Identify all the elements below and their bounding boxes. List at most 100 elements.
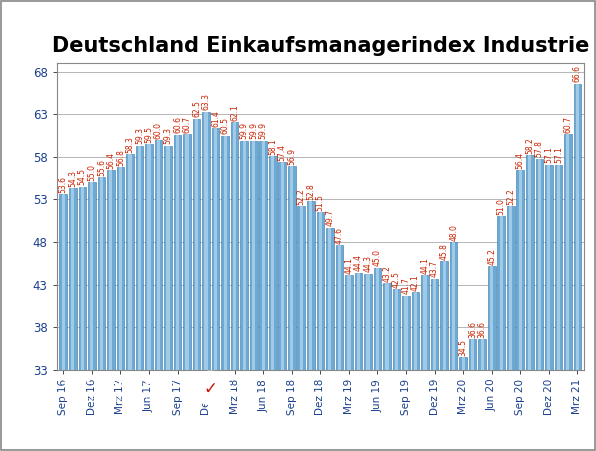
Bar xyxy=(538,159,541,370)
Bar xyxy=(157,140,160,370)
Bar xyxy=(347,275,350,370)
Bar xyxy=(557,165,560,370)
Text: 36.6: 36.6 xyxy=(478,321,487,338)
Text: stockstreet.de: stockstreet.de xyxy=(61,373,175,387)
Bar xyxy=(545,165,552,370)
Bar xyxy=(367,274,370,370)
Text: 51.0: 51.0 xyxy=(496,198,506,215)
Text: 57.8: 57.8 xyxy=(535,140,544,157)
Bar xyxy=(498,216,505,370)
Text: 52.2: 52.2 xyxy=(506,188,516,205)
Bar xyxy=(195,119,198,370)
Bar xyxy=(60,194,67,370)
Text: 53.6: 53.6 xyxy=(59,176,68,193)
Text: 42.5: 42.5 xyxy=(392,271,401,288)
Bar xyxy=(528,155,532,370)
Bar xyxy=(386,283,389,370)
Bar xyxy=(71,189,74,370)
Bar xyxy=(300,206,303,370)
Bar xyxy=(490,266,493,370)
Bar xyxy=(431,279,439,370)
Text: 60.6: 60.6 xyxy=(173,116,182,133)
Text: 59.5: 59.5 xyxy=(144,126,154,143)
Bar xyxy=(480,339,484,370)
Text: 55.0: 55.0 xyxy=(88,164,97,181)
Bar xyxy=(471,339,474,370)
Bar xyxy=(421,275,429,370)
Bar xyxy=(193,119,200,370)
Bar xyxy=(136,146,143,370)
Title: Deutschland Einkaufsmanagerindex Industrie: Deutschland Einkaufsmanagerindex Industr… xyxy=(52,36,589,56)
Text: 45.2: 45.2 xyxy=(487,248,496,265)
Bar xyxy=(319,212,322,370)
Bar xyxy=(288,166,296,370)
Bar xyxy=(117,167,124,370)
Bar xyxy=(204,112,207,370)
Bar xyxy=(576,83,579,370)
Bar xyxy=(183,134,191,370)
Text: 49.7: 49.7 xyxy=(325,209,334,226)
Bar xyxy=(100,177,103,370)
Bar xyxy=(250,141,257,370)
Bar xyxy=(69,189,77,370)
Bar xyxy=(442,261,446,370)
Bar xyxy=(547,165,551,370)
Text: 60.5: 60.5 xyxy=(221,117,229,134)
Bar xyxy=(374,267,381,370)
Bar xyxy=(233,122,236,370)
Bar xyxy=(155,140,162,370)
Text: 42.1: 42.1 xyxy=(411,274,420,291)
Bar xyxy=(259,141,267,370)
Bar xyxy=(564,134,572,370)
Bar xyxy=(79,187,86,370)
Bar xyxy=(412,292,420,370)
Bar xyxy=(395,289,398,370)
Bar xyxy=(243,141,246,370)
Bar xyxy=(573,83,581,370)
Text: 58.1: 58.1 xyxy=(268,138,277,155)
Bar xyxy=(138,146,141,370)
Bar xyxy=(126,154,134,370)
Text: 55.6: 55.6 xyxy=(97,159,106,176)
Bar xyxy=(128,154,132,370)
Bar xyxy=(164,146,172,370)
Bar xyxy=(281,162,284,370)
Text: 60.0: 60.0 xyxy=(154,121,163,138)
Bar xyxy=(566,134,570,370)
Bar xyxy=(517,170,524,370)
Text: 61.4: 61.4 xyxy=(211,110,220,127)
Text: 44.1: 44.1 xyxy=(344,257,353,274)
Bar xyxy=(383,283,391,370)
Bar xyxy=(252,141,255,370)
Text: 34.5: 34.5 xyxy=(459,339,468,356)
Text: 56.9: 56.9 xyxy=(287,148,296,165)
Bar xyxy=(554,165,562,370)
Text: 44.1: 44.1 xyxy=(421,257,430,274)
Text: 47.6: 47.6 xyxy=(335,227,344,244)
Bar xyxy=(479,339,486,370)
Bar xyxy=(460,357,467,370)
Bar xyxy=(326,228,334,370)
Bar xyxy=(336,245,343,370)
Text: 52.2: 52.2 xyxy=(297,188,306,205)
Bar xyxy=(440,261,448,370)
Text: 56.8: 56.8 xyxy=(116,149,125,166)
Bar xyxy=(328,228,331,370)
Text: 59.9: 59.9 xyxy=(259,122,268,139)
Bar xyxy=(290,166,293,370)
Text: 57.1: 57.1 xyxy=(554,147,563,163)
Bar xyxy=(185,134,189,370)
Text: 58.2: 58.2 xyxy=(525,137,534,154)
Bar xyxy=(357,273,360,370)
Text: 52.8: 52.8 xyxy=(306,183,315,200)
Text: 60.7: 60.7 xyxy=(182,115,191,133)
Text: 51.5: 51.5 xyxy=(316,194,325,211)
Bar xyxy=(507,206,514,370)
Text: 66.6: 66.6 xyxy=(573,65,582,82)
Text: 45.8: 45.8 xyxy=(440,243,449,259)
Text: 43.7: 43.7 xyxy=(430,260,439,277)
Text: 44.4: 44.4 xyxy=(354,254,363,272)
Text: 36.6: 36.6 xyxy=(468,321,477,338)
Text: 59.9: 59.9 xyxy=(240,122,249,139)
Bar xyxy=(499,216,503,370)
